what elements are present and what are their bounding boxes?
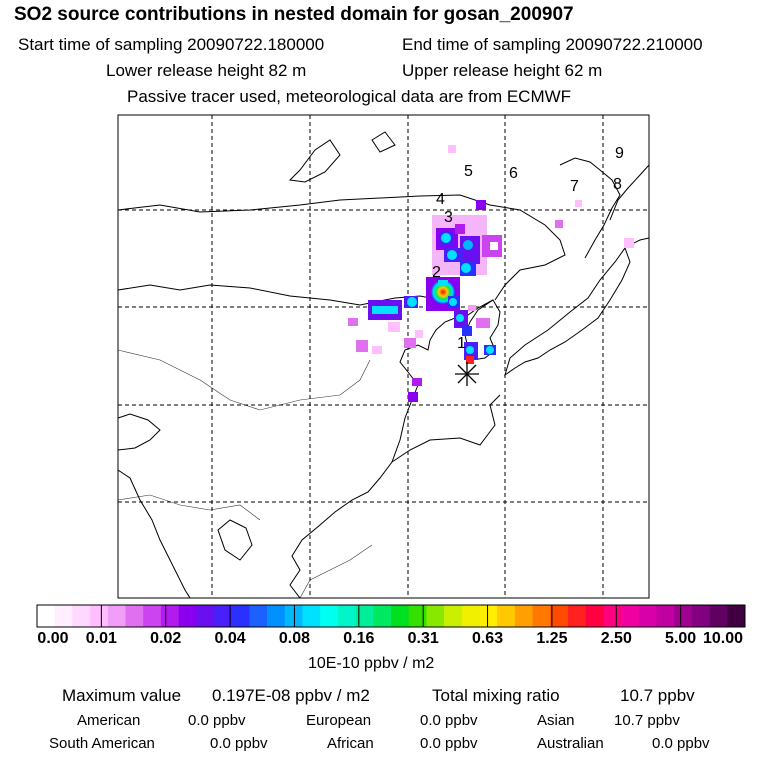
source-label: 8 (613, 176, 622, 193)
colorbar-tick-label: 0.63 (471, 630, 504, 647)
colorbar-swatch (391, 605, 409, 627)
map-frame (117, 114, 650, 599)
lower-release-height: Lower release height 82 m (106, 61, 307, 80)
colorbar-swatch (125, 605, 144, 627)
colorbar-swatch (214, 605, 232, 627)
colorbar-swatch (143, 605, 162, 627)
colorbar-tick-label: 0.08 (278, 630, 311, 647)
colorbar-swatch (514, 605, 533, 627)
colorbar-swatch (355, 605, 374, 627)
map-area: 1 2 3 4 5 6 7 8 9 (118, 115, 649, 598)
region-value: 10.7 ppbv (614, 712, 680, 729)
colorbar-swatch (444, 605, 463, 627)
colorbar-swatch (320, 605, 339, 627)
total-mixing-label: Total mixing ratio (432, 686, 560, 705)
colorbar-swatch (54, 605, 73, 627)
colorbar-swatch (160, 605, 179, 627)
plot-title: SO2 source contributions in nested domai… (14, 4, 574, 25)
colorbar-swatch (373, 605, 392, 627)
source-label: 4 (436, 191, 445, 208)
colorbar-swatch (90, 605, 109, 627)
colorbar-swatch (550, 605, 569, 627)
colorbar-swatch (603, 605, 622, 627)
so2-concentration-field (348, 145, 634, 402)
start-time: Start time of sampling 20090722.180000 (18, 35, 325, 54)
upper-release-height: Upper release height 62 m (402, 61, 603, 80)
colorbar (36, 605, 746, 627)
colorbar-swatch (461, 605, 480, 627)
colorbar-swatch (426, 605, 445, 627)
colorbar-units: 10E-10 ppbv / m2 (308, 655, 435, 672)
colorbar-swatch (568, 605, 586, 627)
source-labels: 1 2 3 4 5 6 7 8 9 (432, 145, 624, 352)
colorbar-tick-label: 5.00 (665, 630, 697, 647)
colorbar-swatch (691, 605, 710, 627)
colorbar-swatch (37, 605, 55, 627)
region-name: African (327, 735, 374, 752)
colorbar-swatch (674, 605, 693, 627)
colorbar-tick-label: 2.50 (600, 630, 632, 647)
asterisk-receptor-icon (455, 362, 479, 386)
colorbar-frame (36, 604, 746, 628)
colorbar-swatch (284, 605, 303, 627)
colorbar-swatch (709, 605, 728, 627)
source-label: 6 (509, 165, 518, 182)
colorbar-swatch (337, 605, 356, 627)
coastlines (118, 131, 649, 598)
passive-tracer-note: Passive tracer used, meteorological data… (127, 87, 572, 106)
colorbar-swatch (72, 605, 91, 627)
colorbar-swatch (178, 605, 197, 627)
colorbar-swatch (621, 605, 640, 627)
colorbar-swatch (479, 605, 498, 627)
colorbar-tick-label: 0.01 (85, 630, 117, 647)
max-value: 0.197E-08 ppbv / m2 (212, 686, 370, 705)
total-mixing-value: 10.7 ppbv (620, 686, 695, 705)
colorbar-tick-label: 0.02 (150, 630, 182, 647)
source-label: 3 (444, 209, 453, 226)
colorbar-swatch (249, 605, 268, 627)
colorbar-swatch (532, 605, 551, 627)
region-name: Asian (537, 712, 575, 729)
source-label: 2 (432, 264, 441, 281)
colorbar-tick-label: 0.00 (37, 630, 69, 647)
colorbar-tick-label: 0.04 (214, 630, 246, 647)
colorbar-tick-label: 1.25 (536, 630, 568, 647)
source-label: 7 (570, 178, 579, 195)
region-value: 0.0 ppbv (420, 712, 478, 729)
colorbar-tick-label: 0.16 (343, 630, 375, 647)
region-value: 0.0 ppbv (188, 712, 246, 729)
colorbar-swatch (585, 605, 604, 627)
colorbar-swatch (408, 605, 427, 627)
colorbar-swatch (231, 605, 250, 627)
colorbar-swatch (107, 605, 126, 627)
region-name: Australian (537, 735, 604, 752)
colorbar-swatch (638, 605, 657, 627)
region-name: South American (49, 735, 155, 752)
colorbar-swatch (196, 605, 215, 627)
region-value: 0.0 ppbv (420, 735, 478, 752)
max-value-label: Maximum value (62, 686, 182, 705)
region-name: American (77, 712, 141, 729)
colorbar-swatch (267, 605, 286, 627)
colorbar-tick-label: 10.00 (702, 630, 744, 647)
region-value: 0.0 ppbv (652, 735, 710, 752)
colorbar-tick-label: 0.31 (407, 630, 439, 647)
colorbar-swatch (656, 605, 675, 627)
colorbar-swatch (302, 605, 321, 627)
source-label: 9 (615, 145, 624, 162)
grid-lines (118, 115, 649, 598)
source-label: 1 (457, 335, 466, 352)
region-name: European (306, 712, 372, 729)
colorbar-swatch (497, 605, 516, 627)
borders (118, 349, 373, 598)
region-value: 0.0 ppbv (210, 735, 268, 752)
end-time: End time of sampling 20090722.210000 (402, 35, 703, 54)
source-label: 5 (464, 163, 473, 180)
colorbar-swatch (727, 605, 746, 627)
